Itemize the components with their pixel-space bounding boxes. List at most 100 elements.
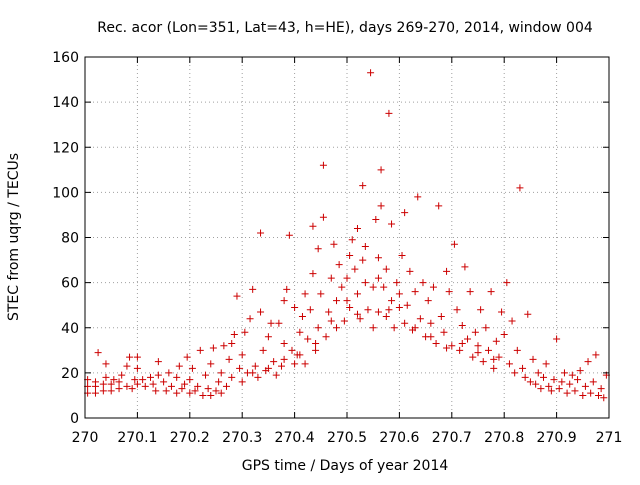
data-point xyxy=(411,324,419,332)
data-point xyxy=(458,321,466,329)
y-tick-label: 80 xyxy=(61,231,79,247)
data-point xyxy=(474,349,482,357)
x-tick-label: 270.8 xyxy=(484,430,524,446)
data-point xyxy=(128,385,136,393)
data-point xyxy=(443,267,451,275)
data-point xyxy=(131,376,139,384)
data-point xyxy=(524,310,532,318)
data-point xyxy=(576,367,584,375)
data-point xyxy=(196,346,204,354)
data-point xyxy=(414,193,422,201)
data-point xyxy=(479,358,487,366)
data-point xyxy=(406,267,414,275)
data-point xyxy=(152,387,160,395)
data-point xyxy=(301,360,309,368)
y-tick-label: 40 xyxy=(61,321,79,337)
data-point xyxy=(380,283,388,291)
data-point xyxy=(280,355,288,363)
data-point xyxy=(351,265,359,273)
data-point xyxy=(537,385,545,393)
data-point xyxy=(298,312,306,320)
data-point xyxy=(327,317,335,325)
y-tick-label: 20 xyxy=(61,366,79,382)
data-point xyxy=(220,342,228,350)
data-point xyxy=(99,380,107,388)
data-point xyxy=(547,387,555,395)
data-point xyxy=(595,391,603,399)
data-point xyxy=(361,279,369,287)
data-point xyxy=(249,369,257,377)
data-point xyxy=(123,382,131,390)
data-point xyxy=(149,380,157,388)
data-point xyxy=(487,288,495,296)
data-point xyxy=(264,364,272,372)
y-tick-label: 60 xyxy=(61,276,79,292)
data-point xyxy=(534,369,542,377)
data-point xyxy=(264,333,272,341)
data-point xyxy=(296,351,304,359)
data-point xyxy=(199,391,207,399)
x-tick-label: 270.5 xyxy=(327,430,367,446)
x-tick-label: 271 xyxy=(596,430,623,446)
data-point xyxy=(519,364,527,372)
data-point xyxy=(186,389,194,397)
data-point xyxy=(492,337,500,345)
x-tick-label: 270.9 xyxy=(537,430,577,446)
data-point xyxy=(133,364,141,372)
data-point xyxy=(348,236,356,244)
x-tick-label: 270.2 xyxy=(170,430,210,446)
data-point xyxy=(126,353,134,361)
data-point xyxy=(123,362,131,370)
data-point xyxy=(553,335,561,343)
data-point xyxy=(309,222,317,230)
data-point xyxy=(411,288,419,296)
data-point xyxy=(238,351,246,359)
data-point xyxy=(453,306,461,314)
data-point xyxy=(374,274,382,282)
data-point xyxy=(194,382,202,390)
data-point xyxy=(333,297,341,305)
data-point xyxy=(241,328,249,336)
data-point xyxy=(571,387,579,395)
data-point xyxy=(445,288,453,296)
data-point xyxy=(508,317,516,325)
data-point xyxy=(236,364,244,372)
data-point xyxy=(291,360,299,368)
data-point xyxy=(319,213,327,221)
data-point xyxy=(443,344,451,352)
x-tick-label: 270 xyxy=(72,430,99,446)
data-point xyxy=(385,306,393,314)
data-point xyxy=(147,373,154,381)
data-point xyxy=(353,310,361,318)
data-point xyxy=(325,308,333,316)
data-point xyxy=(382,312,390,320)
data-point xyxy=(356,315,364,323)
data-point xyxy=(91,378,99,386)
data-point xyxy=(482,324,490,332)
data-point xyxy=(359,182,367,190)
data-point xyxy=(204,385,212,393)
data-point xyxy=(377,166,385,174)
data-point xyxy=(471,328,479,336)
data-point xyxy=(574,376,582,384)
data-point xyxy=(372,215,380,223)
data-point xyxy=(133,380,141,388)
data-point xyxy=(513,346,521,354)
data-point xyxy=(209,344,217,352)
data-point xyxy=(393,279,401,287)
data-point xyxy=(388,220,396,228)
data-point xyxy=(291,303,299,311)
data-point xyxy=(424,297,432,305)
data-point xyxy=(217,389,225,397)
data-point xyxy=(233,292,241,300)
data-point xyxy=(600,394,608,402)
data-point xyxy=(377,202,385,210)
data-point xyxy=(498,308,506,316)
data-point xyxy=(304,335,312,343)
data-point xyxy=(335,261,343,269)
data-point xyxy=(110,376,118,384)
data-point xyxy=(587,389,595,397)
data-point xyxy=(333,324,341,332)
data-point xyxy=(456,346,464,354)
